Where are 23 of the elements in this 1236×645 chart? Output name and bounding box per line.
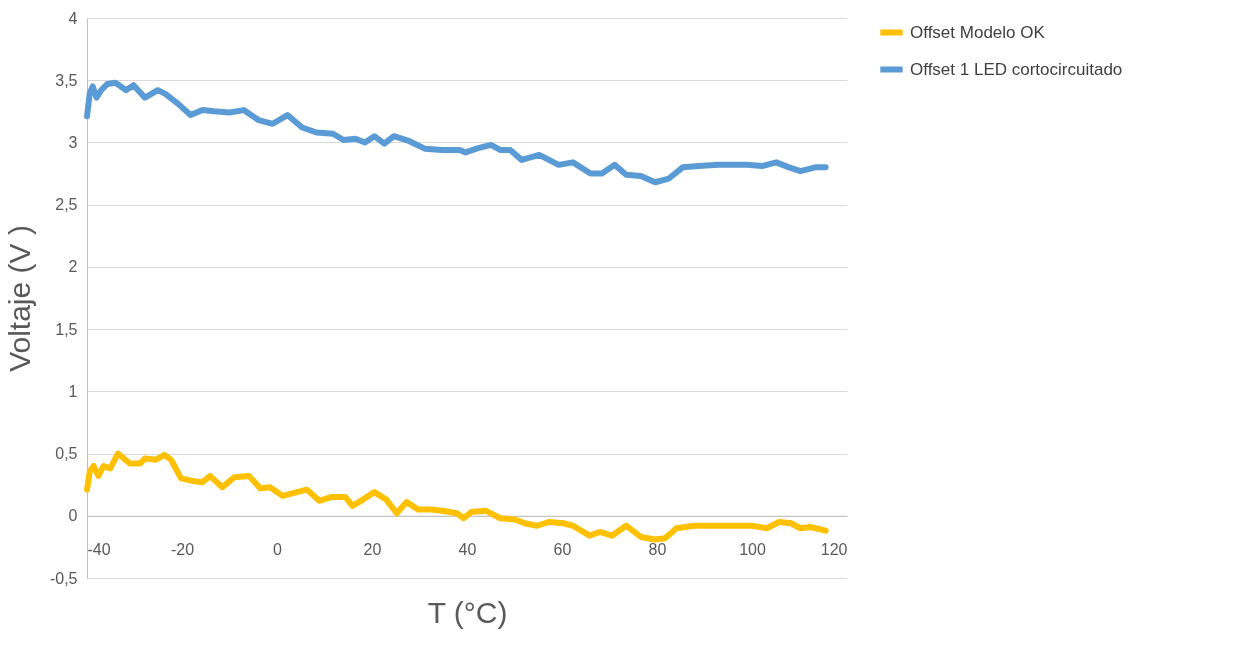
x-tick-label: 120 bbox=[820, 541, 848, 559]
y-axis-title: Voltaje (V ) bbox=[2, 225, 36, 372]
x-tick-label: -40 bbox=[87, 541, 111, 559]
y-tick-label: 0 bbox=[68, 507, 78, 525]
legend-label: Offset 1 LED cortocircuitado bbox=[910, 59, 1123, 79]
y-tick-label: 3 bbox=[68, 133, 78, 151]
y-tick-label: 4 bbox=[68, 9, 78, 27]
y-tick-label: 0,5 bbox=[55, 445, 78, 463]
x-tick-label: 60 bbox=[553, 541, 572, 559]
y-tick-label: 1,5 bbox=[55, 320, 78, 338]
legend-label: Offset Modelo OK bbox=[910, 22, 1046, 42]
x-tick-label: 0 bbox=[273, 541, 283, 559]
y-tick-label: 3,5 bbox=[55, 71, 78, 89]
x-tick-label: 40 bbox=[458, 541, 477, 559]
x-tick-label: 100 bbox=[739, 541, 766, 559]
x-axis-title: T (°C) bbox=[427, 595, 508, 629]
x-tick-label: 20 bbox=[363, 541, 382, 559]
y-tick-label: 2 bbox=[68, 258, 78, 276]
y-tick-label: -0,5 bbox=[49, 569, 78, 587]
x-tick-label: -20 bbox=[170, 541, 195, 559]
y-tick-label: 2,5 bbox=[55, 196, 78, 214]
y-tick-label: 1 bbox=[68, 382, 78, 400]
x-tick-label: 80 bbox=[648, 541, 667, 559]
